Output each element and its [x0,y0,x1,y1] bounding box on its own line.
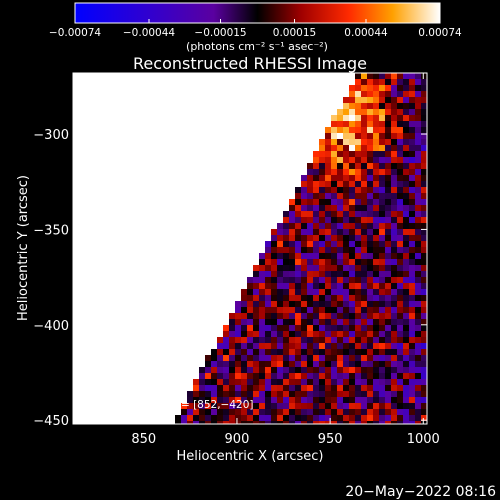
y-axis-ticks: −450 −400 −350 −300 [33,128,427,429]
peak-annotation: Position of Peak = [852,−420] [95,399,254,411]
x-tick-label: 850 [131,432,156,447]
annotation-block: 8−Dec−2014 15:49:12.000 to 15:51:56.000 … [93,87,328,135]
solar-limb-line [165,73,307,424]
heatmap-image [73,73,427,424]
x-axis-ticks: 850 900 950 1000 [131,73,440,447]
plot-frame [72,72,428,425]
x-tick-label: 900 [225,432,250,447]
annotation-detectors: Detectors: 3F 6F 7F 9F, Att 0 [93,99,244,111]
footer-date: 20−May−2022 08:16 [345,484,496,500]
annotation-time: 8−Dec−2014 15:49:12.000 to 15:51:56.000 [95,87,328,99]
y-tick-label: −450 [33,414,69,429]
colorbar [75,3,440,23]
y-tick-label: −350 [33,223,69,238]
x-tick-label: 1000 [407,432,440,447]
y-tick-label: −400 [33,319,69,334]
annotation-energy: Energy Range: 12.0 − 25.0 keV [93,111,259,123]
colorbar-tick-label: 0.00044 [344,27,388,39]
x-tick-label: 950 [318,432,343,447]
colorbar-tick-label: −0.00015 [194,27,246,39]
chart-title: Reconstructed RHESSI Image [133,54,367,73]
colorbar-ticks: −0.00074 −0.00044 −0.00015 0.00015 0.00044 0.… [49,19,462,39]
colorbar-tick-label: −0.00044 [123,27,176,39]
annotation-counts: Clean Total counts: 1.89E+03 [93,123,248,135]
x-axis-label: Heliocentric X (arcsec) [177,449,324,464]
y-axis-label: Heliocentric Y (arcsec) [16,175,31,321]
colorbar-tick-label: −0.00074 [49,27,102,39]
colorbar-tick-label: 0.00015 [273,27,316,39]
colorbar-unit-label: (photons cm⁻² s⁻¹ asec⁻²) [186,40,328,53]
colorbar-tick-label: 0.00074 [418,27,462,39]
y-tick-label: −300 [33,128,69,143]
